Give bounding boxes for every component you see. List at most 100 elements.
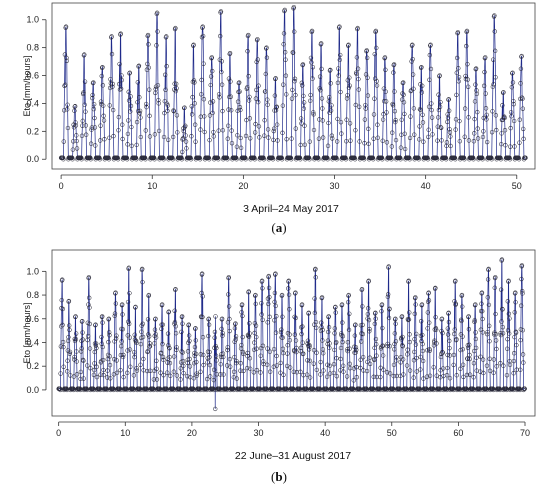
data-point xyxy=(271,364,276,369)
data-point xyxy=(100,314,105,319)
data-point xyxy=(380,157,385,162)
data-point xyxy=(353,322,358,327)
data-point xyxy=(65,125,71,131)
data-point xyxy=(380,353,386,358)
data-point xyxy=(72,357,77,362)
data-point xyxy=(125,142,130,147)
data-point xyxy=(413,295,418,300)
data-point xyxy=(145,317,151,322)
data-point xyxy=(201,352,206,358)
data-point xyxy=(72,104,78,109)
data-point xyxy=(454,55,460,61)
data-point xyxy=(110,81,115,87)
data-point xyxy=(201,362,206,368)
data-point xyxy=(93,341,99,346)
data-point xyxy=(387,306,392,311)
data-point xyxy=(266,273,271,279)
data-point xyxy=(220,330,225,336)
data-point xyxy=(239,342,244,348)
data-point xyxy=(426,127,431,132)
data-point xyxy=(363,106,368,111)
data-point xyxy=(521,136,526,142)
data-point xyxy=(210,110,215,116)
data-point xyxy=(372,51,377,57)
data-point xyxy=(364,55,370,60)
data-point xyxy=(282,7,287,13)
x-tick-label-a: 50 xyxy=(512,181,522,191)
data-point xyxy=(152,327,158,332)
data-point xyxy=(129,143,134,149)
data-point xyxy=(247,116,253,121)
data-point xyxy=(87,346,93,351)
data-point xyxy=(98,123,103,128)
data-point xyxy=(165,103,170,108)
data-point xyxy=(254,87,259,93)
data-point xyxy=(446,319,452,325)
data-point xyxy=(300,62,305,68)
data-point xyxy=(489,157,494,162)
data-point xyxy=(409,59,414,64)
data-point xyxy=(523,155,528,161)
data-point xyxy=(498,331,503,336)
data-point xyxy=(353,350,358,355)
data-point xyxy=(78,369,84,375)
data-point xyxy=(401,372,406,377)
data-point xyxy=(199,92,204,97)
data-point xyxy=(283,57,288,62)
data-point xyxy=(347,311,352,316)
data-point xyxy=(519,276,524,282)
data-point xyxy=(88,157,93,162)
data-point xyxy=(326,120,331,126)
data-point xyxy=(510,71,515,76)
data-point xyxy=(200,335,206,340)
data-point xyxy=(471,375,476,380)
data-point xyxy=(316,136,322,141)
data-point xyxy=(240,349,246,355)
data-point xyxy=(298,157,303,162)
x-axis-label-a: 3 April–24 May 2017 xyxy=(243,203,339,215)
data-point xyxy=(227,94,232,100)
data-point xyxy=(284,92,289,97)
data-point xyxy=(298,116,304,121)
data-point xyxy=(253,292,258,298)
data-point xyxy=(307,375,313,380)
data-point xyxy=(61,157,66,162)
data-point xyxy=(417,124,422,129)
data-point xyxy=(100,357,106,363)
data-point xyxy=(454,373,459,378)
data-point xyxy=(445,365,450,371)
data-point xyxy=(191,78,197,83)
data-point xyxy=(259,278,265,284)
data-point xyxy=(456,79,461,84)
data-point xyxy=(420,332,425,338)
data-point xyxy=(473,66,479,71)
data-point xyxy=(407,339,412,345)
data-point xyxy=(299,331,304,337)
data-point xyxy=(248,366,253,371)
data-point xyxy=(461,374,466,380)
data-point xyxy=(483,91,488,96)
data-point xyxy=(463,76,469,82)
data-point xyxy=(218,33,223,39)
data-point xyxy=(324,374,330,379)
data-point xyxy=(341,363,346,368)
data-point xyxy=(155,10,160,15)
data-point xyxy=(143,157,148,162)
data-point xyxy=(472,116,477,122)
data-point xyxy=(307,358,313,363)
data-point xyxy=(352,157,358,162)
data-point xyxy=(346,42,351,48)
data-point xyxy=(399,314,405,319)
data-point xyxy=(512,351,517,356)
data-point xyxy=(494,346,499,352)
data-point xyxy=(220,351,226,356)
data-point xyxy=(227,51,233,56)
data-point xyxy=(286,286,291,291)
data-point xyxy=(259,312,264,317)
data-point xyxy=(272,93,278,98)
data-point xyxy=(434,341,439,346)
data-point xyxy=(434,157,440,162)
data-point xyxy=(321,351,326,356)
x-tick-label-b: 0 xyxy=(56,428,61,438)
data-point xyxy=(360,331,366,337)
